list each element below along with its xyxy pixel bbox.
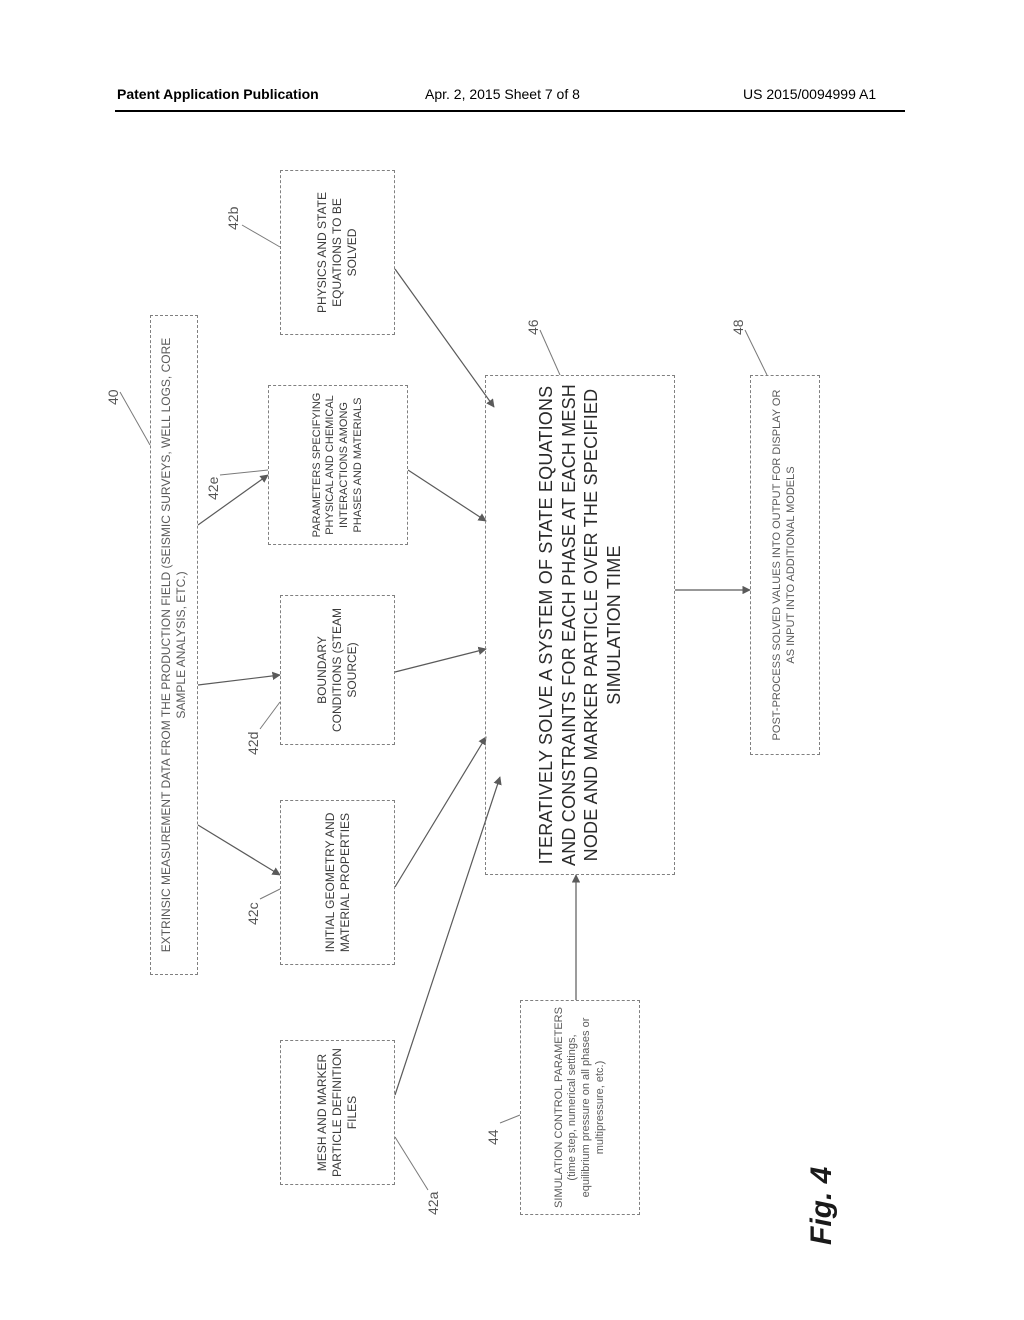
box-extrinsic-data: EXTRINSIC MEASUREMENT DATA FROM THE PROD…: [150, 315, 198, 975]
header-rule: [115, 110, 905, 112]
box-boundary-conditions: BOUNDARY CONDITIONS (STEAM SOURCE): [280, 595, 395, 745]
header-right: US 2015/0094999 A1: [743, 86, 876, 102]
box-interaction-parameters: PARAMETERS SPECIFYING PHYSICAL AND CHEMI…: [268, 385, 408, 545]
box-physics-equations: PHYSICS AND STATE EQUATIONS TO BE SOLVED: [280, 170, 395, 335]
box-iterative-solve: ITERATIVELY SOLVE A SYSTEM OF STATE EQUA…: [485, 375, 675, 875]
arrow-extrinsic-to-geom: [198, 825, 280, 875]
ref-42d: 42d: [245, 732, 261, 755]
page: Patent Application Publication Apr. 2, 2…: [0, 0, 1024, 1320]
ref-42e: 42e: [205, 477, 221, 500]
ref-42b: 42b: [225, 207, 241, 230]
arrow-bc-to-solve: [395, 649, 486, 672]
arrow-physics-to-solve: [395, 269, 494, 407]
diagram: EXTRINSIC MEASUREMENT DATA FROM THE PROD…: [150, 165, 890, 1245]
box-post-process: POST-PROCESS SOLVED VALUES INTO OUTPUT F…: [750, 375, 820, 755]
header-left: Patent Application Publication: [117, 86, 319, 102]
ref-42a: 42a: [425, 1192, 441, 1215]
box-mesh-files: MESH AND MARKER PARTICLE DEFINITION FILE…: [280, 1040, 395, 1185]
ref-48: 48: [730, 319, 746, 335]
leader-r46: [540, 330, 560, 375]
leader-r42d: [260, 702, 280, 729]
leader-r48: [745, 330, 767, 375]
figure-label: Fig. 4: [805, 1167, 839, 1245]
arrow-params-to-solve: [408, 470, 486, 521]
header-center: Apr. 2, 2015 Sheet 7 of 8: [425, 86, 580, 102]
leader-r42c: [260, 889, 280, 899]
ref-44: 44: [485, 1129, 501, 1145]
ref-46: 46: [525, 319, 541, 335]
ref-40: 40: [105, 389, 121, 405]
arrow-geom-to-solve: [395, 737, 486, 887]
box-simulation-control: SIMULATION CONTROL PARAMETERS (time step…: [520, 1000, 640, 1215]
leader-r44: [500, 1115, 520, 1123]
arrow-extrinsic-to-bc: [198, 675, 280, 685]
leader-r40: [120, 392, 150, 445]
box-initial-geometry: INITIAL GEOMETRY AND MATERIAL PROPERTIES: [280, 800, 395, 965]
leader-r42a: [395, 1137, 428, 1190]
ref-42c: 42c: [245, 902, 261, 925]
leader-r42e: [220, 470, 268, 475]
leader-r42b: [242, 225, 280, 247]
